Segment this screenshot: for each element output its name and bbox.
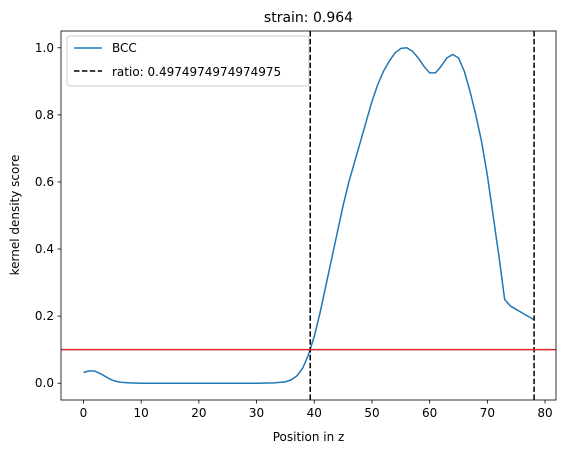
x-axis-label: Position in z <box>273 430 345 444</box>
x-tick-label: 30 <box>249 406 264 420</box>
x-tick-label: 70 <box>480 406 495 420</box>
y-tick-label: 1.0 <box>35 41 54 55</box>
legend-frame <box>66 35 310 87</box>
legend-label-bcc: BCC <box>112 41 137 55</box>
x-tick-label: 20 <box>191 406 206 420</box>
x-tick-label: 50 <box>364 406 379 420</box>
axes-frame <box>60 30 557 401</box>
y-tick-label: 0.8 <box>35 108 54 122</box>
chart-title: strain: 0.964 <box>264 10 353 26</box>
bcc-line <box>83 47 534 384</box>
y-tick-label: 0.6 <box>35 175 54 189</box>
y-tick-label: 0.0 <box>35 376 54 390</box>
x-tick-label: 60 <box>422 406 437 420</box>
y-axis-label: kernel density score <box>8 155 22 276</box>
x-tick-label: 40 <box>307 406 322 420</box>
x-tick-label: 10 <box>134 406 149 420</box>
legend: BCC ratio: 0.4974974974974975 <box>66 35 310 87</box>
x-tick-label: 80 <box>537 406 552 420</box>
plot-area <box>60 30 557 401</box>
axis-ticks: 0 10 20 30 40 50 60 70 80 0.0 0.2 0.4 0.6 0.8 1.0 <box>35 41 553 420</box>
y-tick-label: 0.4 <box>35 242 54 256</box>
y-tick-label: 0.2 <box>35 309 54 323</box>
x-tick-label: 0 <box>80 406 88 420</box>
legend-label-ratio: ratio: 0.4974974974974975 <box>112 65 281 79</box>
